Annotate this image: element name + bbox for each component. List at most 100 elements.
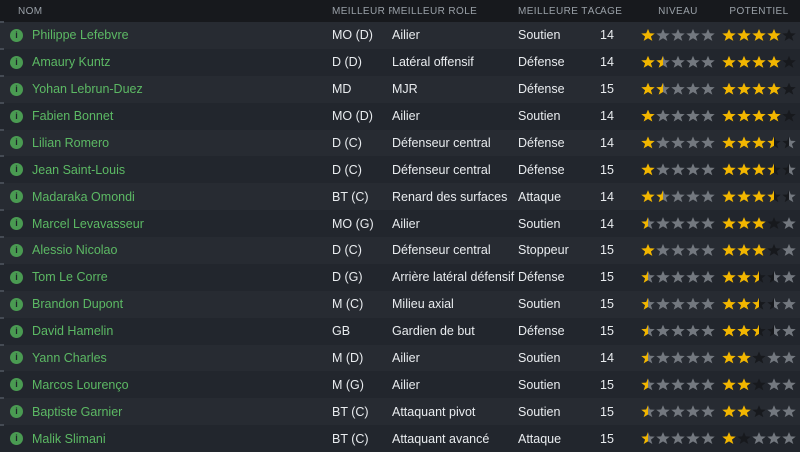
star-icon xyxy=(641,136,655,149)
player-name[interactable]: Marcos Lourenço xyxy=(32,377,129,392)
info-icon[interactable]: i xyxy=(10,136,23,150)
table-row[interactable]: i Alessio Nicolao D (C) Défenseur central St… xyxy=(0,236,800,264)
age-cell: 15 xyxy=(600,270,614,285)
info-icon[interactable]: i xyxy=(10,297,23,311)
info-icon[interactable]: i xyxy=(10,432,23,446)
info-icon[interactable]: i xyxy=(10,378,23,392)
info-icon[interactable]: i xyxy=(10,163,23,177)
player-name[interactable]: Jean Saint-Louis xyxy=(32,162,126,177)
star-icon xyxy=(671,351,685,364)
player-name[interactable]: Baptiste Garnier xyxy=(32,404,123,419)
player-name[interactable]: Amaury Kuntz xyxy=(32,55,111,70)
table-row[interactable]: i Yohan Lebrun-Duez MD MJR Défense 15 xyxy=(0,74,800,103)
column-header-niveau[interactable]: NIVEAU xyxy=(658,5,698,17)
star-icon xyxy=(752,351,766,364)
table-row[interactable]: i Marcel Levavasseur MO (G) Ailier Soutien 14 xyxy=(0,209,800,237)
best-position-cell: MO (G) xyxy=(332,216,374,231)
star-icon xyxy=(671,217,685,230)
star-icon xyxy=(767,270,781,283)
info-icon[interactable]: i xyxy=(10,270,23,284)
table-row[interactable]: i Amaury Kuntz D (D) Latéral offensif Défens… xyxy=(0,47,800,76)
column-header-meilleur-poste[interactable]: MEILLEUR P... xyxy=(332,5,392,17)
info-icon[interactable]: i xyxy=(10,28,23,42)
column-header-meilleure-tache[interactable]: MEILLEURE TÂC... xyxy=(518,5,600,17)
player-name[interactable]: Tom Le Corre xyxy=(32,270,108,285)
info-icon[interactable]: i xyxy=(10,351,23,365)
info-icon[interactable]: i xyxy=(10,243,23,257)
star-icon xyxy=(737,217,751,230)
star-icon xyxy=(656,163,670,176)
column-header-nom[interactable]: NOM xyxy=(18,5,43,17)
star-icon xyxy=(686,324,700,337)
player-name[interactable]: Lilian Romero xyxy=(32,135,110,150)
info-icon[interactable]: i xyxy=(10,217,23,231)
info-icon[interactable]: i xyxy=(10,324,23,338)
star-icon xyxy=(686,351,700,364)
age-cell: 15 xyxy=(600,377,614,392)
star-icon xyxy=(722,163,736,176)
table-row[interactable]: i Fabien Bonnet MO (D) Ailier Soutien 14 xyxy=(0,101,800,130)
best-duty-cell: Attaque xyxy=(518,189,562,204)
star-icon xyxy=(641,270,655,283)
star-icon xyxy=(641,432,655,445)
best-duty-cell: Soutien xyxy=(518,377,561,392)
table-row[interactable]: i Tom Le Corre D (G) Arrière latéral défens… xyxy=(0,262,800,291)
table-row[interactable]: i Lilian Romero D (C) Défenseur central Défe… xyxy=(0,128,800,157)
star-icon xyxy=(656,55,670,68)
star-icon xyxy=(686,378,700,391)
player-name[interactable]: Malik Slimani xyxy=(32,431,106,446)
player-name-cell: i Baptiste Garnier xyxy=(0,405,332,419)
player-name[interactable]: Yann Charles xyxy=(32,350,107,365)
player-name[interactable]: Marcel Levavasseur xyxy=(32,216,144,231)
star-icon xyxy=(752,55,766,68)
table-row[interactable]: i Brandon Dupont M (C) Milieu axial Soutien 1… xyxy=(0,289,800,318)
table-row[interactable]: i David Hamelin GB Gardien de but Défense 15 xyxy=(0,316,800,345)
column-header-age[interactable]: ÂGE xyxy=(600,5,623,17)
table-row[interactable]: i Madaraka Omondi BT (C) Renard des surface… xyxy=(0,182,800,211)
player-name[interactable]: Yohan Lebrun-Duez xyxy=(32,82,143,97)
column-header-potentiel[interactable]: POTENTIEL xyxy=(729,5,789,17)
player-name[interactable]: Madaraka Omondi xyxy=(32,189,135,204)
table-row[interactable]: i Baptiste Garnier BT (C) Attaquant pivot So… xyxy=(0,397,800,426)
table-row[interactable]: i Yann Charles M (D) Ailier Soutien 14 xyxy=(0,343,800,372)
info-icon[interactable]: i xyxy=(10,82,23,96)
age-cell: 14 xyxy=(600,55,614,70)
player-name[interactable]: Brandon Dupont xyxy=(32,297,124,312)
column-header-meilleur-role[interactable]: MEILLEUR RÔLE xyxy=(392,5,478,17)
potentiel-stars xyxy=(718,109,800,123)
best-duty-cell: Défense xyxy=(518,135,565,150)
star-icon xyxy=(656,28,670,41)
star-icon xyxy=(767,136,781,149)
star-icon xyxy=(722,378,736,391)
star-icon xyxy=(656,297,670,310)
potentiel-stars xyxy=(718,163,800,176)
star-icon xyxy=(767,190,781,203)
table-row[interactable]: i Jean Saint-Louis D (C) Défenseur central D… xyxy=(0,155,800,184)
star-icon xyxy=(686,297,700,310)
table-row[interactable]: i Philippe Lefebvre MO (D) Ailier Soutien 14 xyxy=(0,21,800,49)
star-icon xyxy=(722,270,736,283)
star-icon xyxy=(752,324,766,337)
star-icon xyxy=(782,55,796,68)
info-icon[interactable]: i xyxy=(10,405,23,419)
player-name[interactable]: Alessio Nicolao xyxy=(32,243,118,258)
star-icon xyxy=(767,297,781,310)
star-icon xyxy=(737,324,751,337)
star-icon xyxy=(722,432,736,445)
best-position-cell: MO (D) xyxy=(332,28,373,43)
potentiel-stars xyxy=(718,28,800,42)
niveau-stars xyxy=(638,405,718,418)
info-icon[interactable]: i xyxy=(10,109,23,123)
table-row[interactable]: i Marcos Lourenço M (G) Ailier Soutien 15 xyxy=(0,370,800,399)
star-icon xyxy=(782,163,796,176)
player-name[interactable]: David Hamelin xyxy=(32,324,114,339)
table-row[interactable]: i Malik Slimani BT (C) Attaquant avancé Atta… xyxy=(0,424,800,452)
info-icon[interactable]: i xyxy=(10,55,23,69)
player-name[interactable]: Fabien Bonnet xyxy=(32,109,114,124)
best-duty-cell: Défense xyxy=(518,270,565,285)
info-icon[interactable]: i xyxy=(10,190,23,204)
player-name[interactable]: Philippe Lefebvre xyxy=(32,28,129,43)
age-cell: 15 xyxy=(600,297,614,312)
star-icon xyxy=(782,109,796,122)
star-icon xyxy=(782,28,796,41)
